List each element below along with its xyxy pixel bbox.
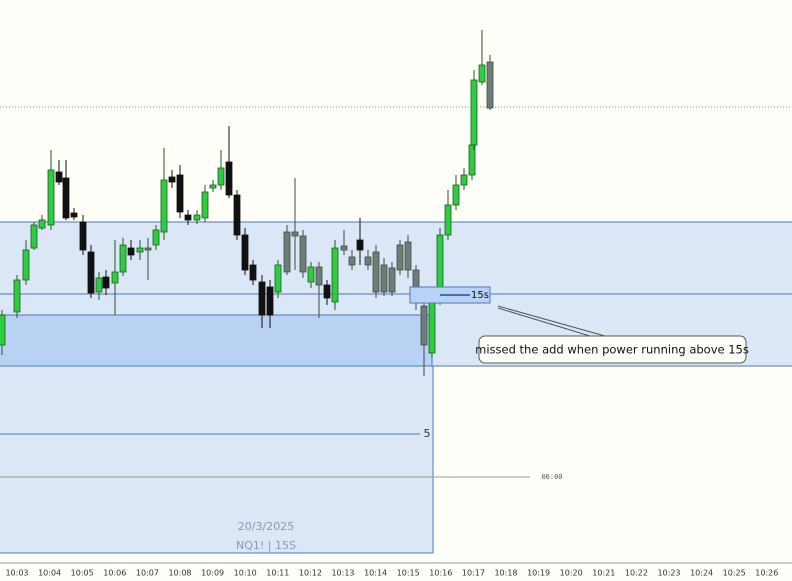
candle-body (0, 314, 6, 346)
candle-body (168, 176, 176, 183)
x-tick-label: 10:06 (103, 569, 126, 578)
x-tick-label: 10:15 (397, 569, 420, 578)
x-tick-label: 10:14 (364, 569, 387, 578)
x-tick-label: 10:19 (527, 569, 550, 578)
candle-body (460, 174, 468, 186)
annotation-bubble (478, 335, 747, 364)
candle-body (38, 219, 46, 229)
candle-body (396, 244, 404, 271)
candle-body (111, 271, 119, 284)
candle-body (95, 277, 103, 293)
candle-body (30, 224, 38, 249)
candle-body (209, 184, 217, 189)
candle-body (136, 247, 144, 253)
x-tick-label: 10:08 (168, 569, 191, 578)
x-tick-label: 10:20 (560, 569, 583, 578)
candle-body (249, 264, 257, 281)
candle-body (428, 299, 436, 354)
x-tick-label: 10:21 (592, 569, 615, 578)
candle-body (486, 61, 494, 109)
x-tick-label: 10:12 (299, 569, 322, 578)
candle-body (323, 284, 331, 299)
x-axis-labels: 10:03 10:04 10:05 10:06 10:07 10:08 10:09 10:10… (5, 569, 778, 578)
candle-body (364, 256, 372, 266)
candle-body (79, 221, 87, 251)
marker-label: 15s (471, 290, 489, 301)
candles (0, 30, 494, 376)
candle-body (340, 245, 348, 251)
candle-body (217, 167, 225, 186)
candle-body (356, 239, 364, 251)
session-label: 06:00 (541, 473, 562, 481)
candle-body (127, 247, 135, 256)
x-tick-label: 10:05 (71, 569, 94, 578)
x-tick-label: 10:26 (755, 569, 778, 578)
candle-body (348, 256, 356, 266)
watermark-date: 20/3/2025 (238, 520, 294, 533)
candle-body (13, 279, 21, 313)
candle-body (283, 231, 291, 273)
candle-body (102, 276, 110, 289)
candle-body (331, 247, 339, 303)
candle-body (176, 174, 184, 213)
candle-body (144, 247, 152, 251)
candle-body (22, 249, 30, 281)
level-label: 5 (424, 427, 431, 440)
x-tick-label: 10:24 (690, 569, 713, 578)
zone-inner (0, 314, 433, 367)
annotation-text: missed the add when power running above … (475, 343, 749, 357)
x-tick-label: 10:04 (38, 569, 61, 578)
candle-body (241, 234, 249, 271)
candle-body (233, 194, 241, 236)
range-box (0, 365, 434, 554)
x-tick-label: 10:22 (625, 569, 648, 578)
candle-body (55, 171, 63, 183)
candle-body (420, 305, 428, 346)
candle-body (291, 231, 299, 237)
candle-body (478, 64, 486, 83)
candle-body (372, 251, 380, 293)
candle-body (315, 266, 323, 286)
candle-body (201, 191, 209, 219)
x-tick-label: 10:03 (5, 569, 28, 578)
candle-body (225, 161, 233, 196)
candle-body (404, 241, 412, 271)
candle-body (152, 229, 160, 246)
callout-line (497, 307, 591, 337)
candle-body (452, 184, 460, 206)
x-tick-label: 10:13 (331, 569, 354, 578)
candle-body (266, 286, 274, 316)
x-tick-label: 10:07 (136, 569, 159, 578)
candle-body (47, 169, 55, 226)
callout-line (497, 305, 606, 337)
candle-body (62, 177, 70, 219)
x-tick-label: 10:18 (494, 569, 517, 578)
x-tick-label: 10:09 (201, 569, 224, 578)
candle-body (470, 79, 478, 146)
x-tick-label: 10:25 (723, 569, 746, 578)
x-tick-label: 10:10 (234, 569, 257, 578)
x-tick-label: 10:16 (429, 569, 452, 578)
candle-body (299, 235, 307, 273)
candle-body (184, 214, 192, 221)
candle-body (87, 251, 95, 294)
x-tick-label: 10:11 (266, 569, 289, 578)
candle-body (388, 267, 396, 293)
candle-body (70, 212, 78, 218)
x-tick-label: 10:17 (462, 569, 485, 578)
candle-body (119, 244, 127, 273)
candle-body (193, 214, 201, 221)
candle-body (160, 179, 168, 233)
candle-body (258, 281, 266, 316)
x-tick-label: 10:23 (657, 569, 680, 578)
candle-body (444, 204, 452, 236)
candle-body (380, 264, 388, 293)
candle-body (307, 266, 315, 283)
candle-body (274, 264, 282, 293)
watermark-symbol: NQ1! | 15S (236, 539, 296, 552)
